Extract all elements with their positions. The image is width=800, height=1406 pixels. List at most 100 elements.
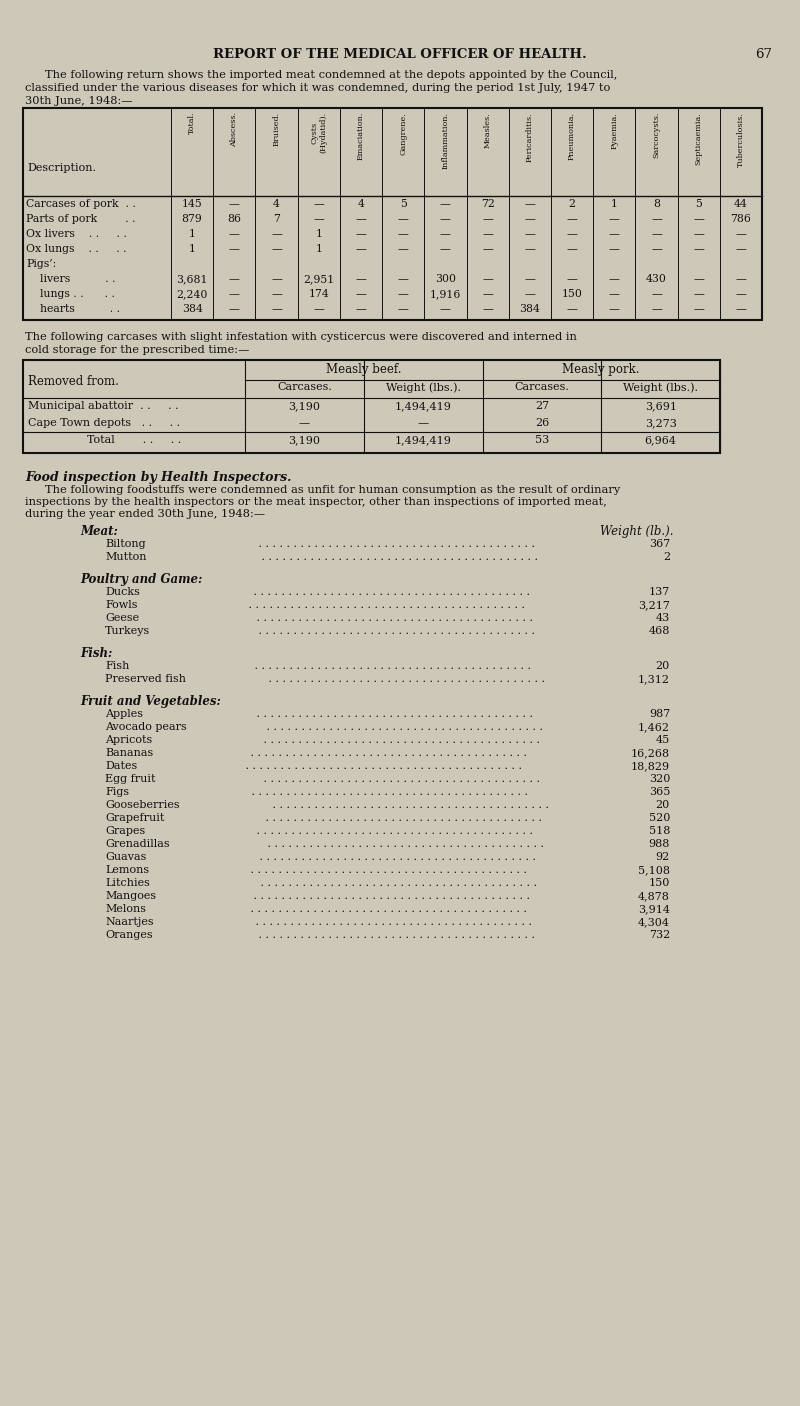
Text: Weight (lbs.).: Weight (lbs.).: [386, 382, 461, 392]
Text: 365: 365: [649, 787, 670, 797]
Text: —: —: [482, 245, 493, 254]
Text: Pneumonia.: Pneumonia.: [568, 112, 576, 160]
Text: —: —: [524, 274, 535, 284]
Text: Meat:: Meat:: [80, 524, 118, 538]
Text: 987: 987: [649, 709, 670, 718]
Text: —: —: [566, 304, 578, 314]
Text: Removed from.: Removed from.: [28, 375, 119, 388]
Text: Food inspection by Health Inspectors.: Food inspection by Health Inspectors.: [25, 471, 291, 484]
Text: —: —: [651, 229, 662, 239]
Text: 384: 384: [519, 304, 540, 314]
Text: Grapefruit: Grapefruit: [105, 813, 164, 823]
Text: Weight (lb.).: Weight (lb.).: [600, 524, 674, 538]
Text: classified under the various diseases for which it was condemned, during the per: classified under the various diseases fo…: [25, 83, 610, 93]
Text: 26: 26: [534, 418, 549, 427]
Text: 16,268: 16,268: [631, 748, 670, 758]
Text: Carcases.: Carcases.: [514, 382, 570, 392]
Text: Carcases of pork  . .: Carcases of pork . .: [26, 200, 136, 209]
Text: Oranges: Oranges: [105, 929, 153, 941]
Text: Fowls: Fowls: [105, 600, 138, 610]
Text: —: —: [271, 304, 282, 314]
Text: . . . . . . . . . . . . . . . . . . . . . . . . . . . . . . . . . . . . . . . .: . . . . . . . . . . . . . . . . . . . . …: [255, 929, 535, 941]
Text: —: —: [651, 214, 662, 224]
Text: 732: 732: [649, 929, 670, 941]
Text: —: —: [694, 245, 704, 254]
Text: Weight (lbs.).: Weight (lbs.).: [623, 382, 698, 392]
Text: during the year ended 30th June, 1948:—: during the year ended 30th June, 1948:—: [25, 509, 265, 519]
Text: Measly beef.: Measly beef.: [326, 363, 402, 375]
Text: —: —: [440, 304, 451, 314]
Text: —: —: [524, 290, 535, 299]
Text: Emaciation.: Emaciation.: [357, 112, 365, 160]
Text: . . . . . . . . . . . . . . . . . . . . . . . . . . . . . . . . . . . . . . . .: . . . . . . . . . . . . . . . . . . . . …: [247, 865, 527, 875]
Text: —: —: [229, 304, 240, 314]
Text: —: —: [482, 274, 493, 284]
Text: 520: 520: [649, 813, 670, 823]
Text: . . . . . . . . . . . . . . . . . . . . . . . . . . . . . . . . . . . . . . . .: . . . . . . . . . . . . . . . . . . . . …: [263, 723, 543, 733]
Text: —: —: [609, 290, 620, 299]
Text: 3,681: 3,681: [176, 274, 208, 284]
Text: Egg fruit: Egg fruit: [105, 773, 155, 785]
Text: Cape Town depots   . .     . .: Cape Town depots . . . .: [28, 418, 180, 427]
Text: —: —: [651, 245, 662, 254]
Text: 92: 92: [656, 852, 670, 862]
Text: —: —: [229, 245, 240, 254]
Text: —: —: [524, 214, 535, 224]
Text: —: —: [314, 200, 324, 209]
Text: lungs . .      . .: lungs . . . .: [26, 290, 115, 299]
Text: 72: 72: [481, 200, 494, 209]
Text: Bruised.: Bruised.: [273, 112, 281, 146]
Text: Mutton: Mutton: [105, 553, 146, 562]
Text: —: —: [355, 214, 366, 224]
Text: —: —: [314, 214, 324, 224]
Text: Inflammation.: Inflammation.: [442, 112, 450, 169]
Text: The following carcases with slight infestation with cysticercus were discovered : The following carcases with slight infes…: [25, 332, 577, 342]
Text: Total        . .     . .: Total . . . .: [87, 434, 181, 446]
Text: —: —: [524, 245, 535, 254]
Text: 3,691: 3,691: [645, 401, 677, 411]
Text: . . . . . . . . . . . . . . . . . . . . . . . . . . . . . . . . . . . . . . . .: . . . . . . . . . . . . . . . . . . . . …: [258, 877, 538, 889]
Text: 1,462: 1,462: [638, 723, 670, 733]
Text: —: —: [694, 304, 704, 314]
Text: —: —: [735, 304, 746, 314]
Text: 2,951: 2,951: [303, 274, 334, 284]
Text: —: —: [524, 229, 535, 239]
Text: . . . . . . . . . . . . . . . . . . . . . . . . . . . . . . . . . . . . . . . .: . . . . . . . . . . . . . . . . . . . . …: [253, 709, 533, 718]
Text: —: —: [271, 229, 282, 239]
Text: 43: 43: [656, 613, 670, 623]
Text: 879: 879: [182, 214, 202, 224]
Text: 1,494,419: 1,494,419: [394, 401, 451, 411]
Text: Carcases.: Carcases.: [277, 382, 332, 392]
Text: —: —: [694, 290, 704, 299]
Text: —: —: [271, 245, 282, 254]
Text: . . . . . . . . . . . . . . . . . . . . . . . . . . . . . . . . . . . . . . . .: . . . . . . . . . . . . . . . . . . . . …: [262, 813, 542, 823]
Text: Tuberculosis.: Tuberculosis.: [737, 112, 745, 167]
Text: Fish:: Fish:: [80, 647, 112, 659]
Text: 468: 468: [649, 626, 670, 636]
Text: —: —: [355, 245, 366, 254]
Text: 18,829: 18,829: [631, 761, 670, 770]
Text: —: —: [566, 245, 578, 254]
Text: . . . . . . . . . . . . . . . . . . . . . . . . . . . . . . . . . . . . . . . .: . . . . . . . . . . . . . . . . . . . . …: [246, 748, 526, 758]
Text: —: —: [735, 290, 746, 299]
Text: . . . . . . . . . . . . . . . . . . . . . . . . . . . . . . . . . . . . . . . .: . . . . . . . . . . . . . . . . . . . . …: [269, 800, 549, 810]
Text: 20: 20: [656, 661, 670, 671]
Text: —: —: [609, 214, 620, 224]
Text: 6,964: 6,964: [645, 434, 677, 446]
Text: Gangrene.: Gangrene.: [399, 112, 407, 155]
Text: Bananas: Bananas: [105, 748, 154, 758]
Text: 786: 786: [730, 214, 751, 224]
Text: —: —: [735, 245, 746, 254]
Text: —: —: [355, 290, 366, 299]
Text: —: —: [482, 214, 493, 224]
Text: 3,217: 3,217: [638, 600, 670, 610]
Text: . . . . . . . . . . . . . . . . . . . . . . . . . . . . . . . . . . . . . . . .: . . . . . . . . . . . . . . . . . . . . …: [251, 661, 531, 671]
Text: Ox lungs    . .     . .: Ox lungs . . . .: [26, 245, 126, 254]
Text: Fruit and Vegetables:: Fruit and Vegetables:: [80, 695, 221, 709]
Text: 1: 1: [610, 200, 618, 209]
Text: 4: 4: [358, 200, 365, 209]
Text: 367: 367: [649, 538, 670, 548]
Text: Turkeys: Turkeys: [105, 626, 150, 636]
Text: 27: 27: [535, 401, 549, 411]
Text: 1,494,419: 1,494,419: [394, 434, 451, 446]
